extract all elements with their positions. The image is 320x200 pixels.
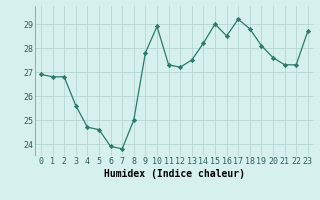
X-axis label: Humidex (Indice chaleur): Humidex (Indice chaleur) xyxy=(104,169,245,179)
